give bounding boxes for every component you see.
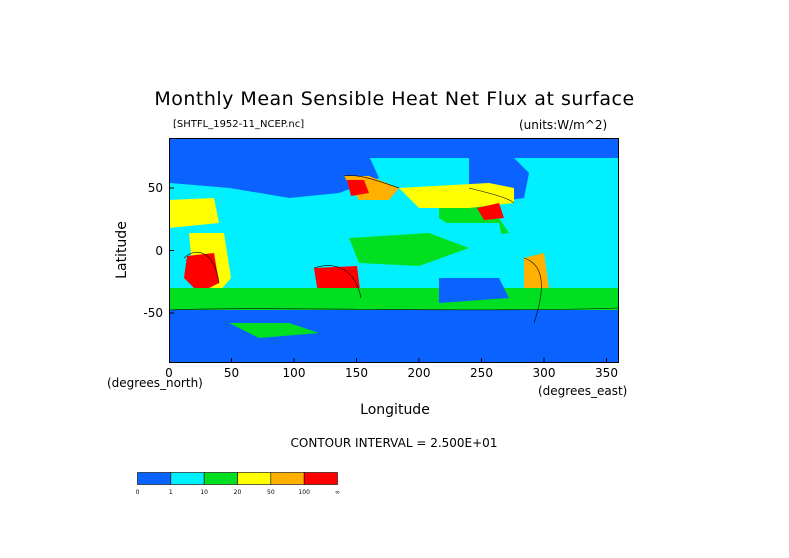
colorbar-segment xyxy=(270,472,305,485)
y-tick-label: 50 xyxy=(147,181,163,195)
colorbar-label: 0 xyxy=(135,489,140,496)
colorbar-segment xyxy=(170,472,205,485)
axis-ticks xyxy=(169,187,607,363)
region-arctic xyxy=(169,138,619,158)
colorbar xyxy=(137,472,338,485)
region-tropical-green xyxy=(349,233,469,266)
x-tick-label: 200 xyxy=(407,366,431,380)
colorbar-label: ∞ xyxy=(335,489,340,496)
x-tick-label: 50 xyxy=(223,366,240,380)
x-tick-label: 0 xyxy=(165,366,173,380)
contour-line xyxy=(343,175,400,189)
region-south-pacific-blue xyxy=(439,278,509,303)
x-axis-units: (degrees_east) xyxy=(538,384,628,398)
contour-line xyxy=(169,307,619,311)
colorbar-segment xyxy=(203,472,238,485)
contour-line xyxy=(183,251,220,284)
contour-line xyxy=(523,257,542,324)
region-north-pacific xyxy=(399,183,514,208)
colorbar-label: 1 xyxy=(168,489,173,496)
regions-layer xyxy=(169,138,619,363)
chart-title: Monthly Mean Sensible Heat Net Flux at s… xyxy=(154,88,635,110)
y-axis-units: (degrees_north) xyxy=(107,376,203,390)
x-axis-label: Longitude xyxy=(360,402,430,418)
colorbar-segment xyxy=(237,472,272,485)
region-south-green xyxy=(169,288,619,310)
colorbar-segment xyxy=(303,472,338,485)
region-eurasia xyxy=(169,156,379,198)
units-label: (units:W/m^2) xyxy=(519,118,608,132)
region-africa-south xyxy=(184,253,219,293)
x-tick-label: 100 xyxy=(282,366,306,380)
y-tick-label: -50 xyxy=(143,306,163,320)
region-kuroshio-core xyxy=(347,180,369,196)
region-gulf-stream xyxy=(477,203,504,220)
region-antarctic-coast xyxy=(229,323,319,338)
region-southern-ocean xyxy=(169,310,619,363)
x-tick-label: 150 xyxy=(345,366,368,380)
colorbar-label: 50 xyxy=(267,489,275,496)
colorbar-segment xyxy=(137,472,172,485)
y-axis-label: Latitude xyxy=(114,221,130,279)
region-west-europe xyxy=(169,198,219,228)
contour-interval-label: CONTOUR INTERVAL = 2.500E+01 xyxy=(290,436,498,450)
contour-line xyxy=(313,265,362,299)
colorbar-label: 10 xyxy=(200,489,208,496)
y-tick-label: 0 xyxy=(155,243,163,258)
heatmap-plot xyxy=(169,138,619,363)
x-tick-label: 350 xyxy=(595,366,618,380)
file-label: [SHTFL_1952-11_NCEP.nc] xyxy=(173,119,305,130)
contour-layer xyxy=(169,175,619,324)
colorbar-label: 20 xyxy=(233,489,242,496)
colorbar-label: 100 xyxy=(298,489,310,496)
contour-line xyxy=(468,187,515,204)
x-tick-label: 300 xyxy=(532,366,556,380)
x-tick-label: 250 xyxy=(470,366,493,380)
